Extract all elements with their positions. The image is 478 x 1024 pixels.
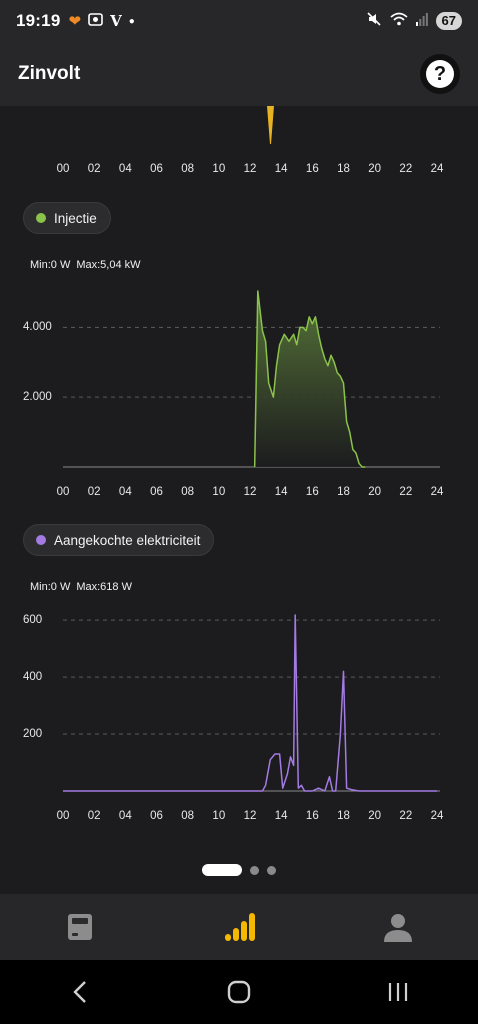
series-line-aangekocht [63,614,437,792]
y-tick-label: 600 [23,614,43,627]
camera-app-icon [88,12,103,31]
x-tick-label: 08 [181,163,195,175]
page-indicator[interactable] [0,864,478,876]
x-tick-label: 00 [56,810,70,822]
x-tick-label: 06 [150,486,163,498]
x-tick-label: 00 [56,486,70,498]
x-tick-label: 12 [243,163,257,175]
recents-button[interactable] [368,967,428,1017]
x-tick-label: 20 [368,486,382,498]
top-chart-fragment [266,106,275,145]
x-tick-label: 22 [399,163,413,175]
aangekocht-min: Min:0 W [30,581,71,593]
x-tick-label: 10 [212,486,226,498]
recents-icon [389,983,408,1001]
help-icon: ? [426,60,454,88]
chip-injectie[interactable]: Injectie [23,202,111,234]
status-bar: 19:19 ❤ V ● 67 [0,0,478,42]
injectie-min: Min:0 W [30,259,71,271]
chip-aangekochte-label: Aangekochte elektriciteit [54,532,201,548]
x-tick-label: 10 [212,163,226,175]
v-app-icon: V [110,12,122,30]
x-tick-label: 16 [305,810,319,822]
app-title: Zinvolt [18,63,81,84]
user-icon [384,914,413,942]
x-tick-label: 20 [368,810,382,822]
legend-dot-injectie [36,213,46,223]
meter-icon [67,914,92,940]
x-tick-label: 18 [337,486,350,498]
x-tick-label: 14 [274,486,288,498]
back-button[interactable] [50,967,110,1017]
nav-stats[interactable] [209,902,269,952]
nav-profile[interactable] [368,902,428,952]
x-tick-label: 22 [399,486,413,498]
app-header: Zinvolt ? [0,42,478,106]
help-button[interactable]: ? [420,54,460,94]
x-tick-label: 20 [368,163,382,175]
y-tick-label: 2.000 [23,391,52,404]
series-area-injectie [254,291,366,467]
x-tick-label: 04 [118,486,132,498]
aangekocht-max: Max:618 W [76,581,132,593]
y-tick-label: 4.000 [23,321,52,334]
page-dot[interactable] [267,865,276,875]
x-tick-label: 24 [430,810,444,822]
x-tick-label: 00 [56,163,70,175]
nav-meter[interactable] [50,902,110,952]
x-tick-label: 24 [430,163,444,175]
back-icon [72,981,86,1003]
page-dot[interactable] [250,865,259,875]
x-tick-label: 02 [87,810,101,822]
bottom-navigation [0,894,478,960]
x-tick-label: 16 [305,163,319,175]
battery-indicator: 67 [435,12,462,30]
injectie-minmax: Min:0 W Max:5,04 kW [30,259,141,271]
series-line-injectie [253,290,366,468]
system-navigation [0,960,478,1024]
chip-aangekochte-elektriciteit[interactable]: Aangekochte elektriciteit [23,524,215,556]
stats-icon [224,913,255,941]
x-tick-label: 18 [337,163,350,175]
x-tick-label: 12 [243,486,257,498]
x-tick-label: 16 [305,486,319,498]
x-tick-label: 02 [87,486,101,498]
page-dot-active[interactable] [202,864,242,876]
aangekochte-chart [62,614,440,792]
y-tick-label: 400 [23,671,43,684]
aangekocht-minmax: Min:0 W Max:618 W [30,581,132,593]
injectie-chart [63,290,440,468]
injectie-max: Max:5,04 kW [76,259,141,271]
x-tick-label: 14 [274,810,288,822]
x-tick-label: 22 [399,810,413,822]
x-tick-label: 08 [181,486,195,498]
signal-icon [415,12,428,31]
heart-app-icon: ❤ [68,13,82,30]
status-time: 19:19 [16,11,61,30]
chip-injectie-label: Injectie [54,210,97,226]
x-tick-label: 14 [274,163,288,175]
wifi-icon [389,12,408,31]
x-tick-label: 02 [87,163,101,175]
x-tick-label: 06 [150,163,163,175]
top-chart-spike [266,106,275,145]
x-tick-label: 18 [337,810,350,822]
x-tick-label: 04 [118,163,132,175]
x-tick-label: 08 [181,810,195,822]
home-button[interactable] [209,967,269,1017]
x-tick-label: 10 [212,810,226,822]
y-tick-label: 200 [23,728,43,741]
home-icon [227,980,251,1004]
dot-icon: ● [128,15,135,27]
x-tick-label: 12 [243,810,257,822]
x-tick-label: 06 [150,810,163,822]
charts-scroll-area[interactable]: 00 02 04 06 08 10 12 14 16 18 20 22 24 Injectie Min:… [0,106,478,894]
legend-dot-aangekochte [36,535,46,545]
x-tick-label: 24 [430,486,444,498]
x-tick-label: 04 [118,810,132,822]
mute-icon [366,11,382,32]
